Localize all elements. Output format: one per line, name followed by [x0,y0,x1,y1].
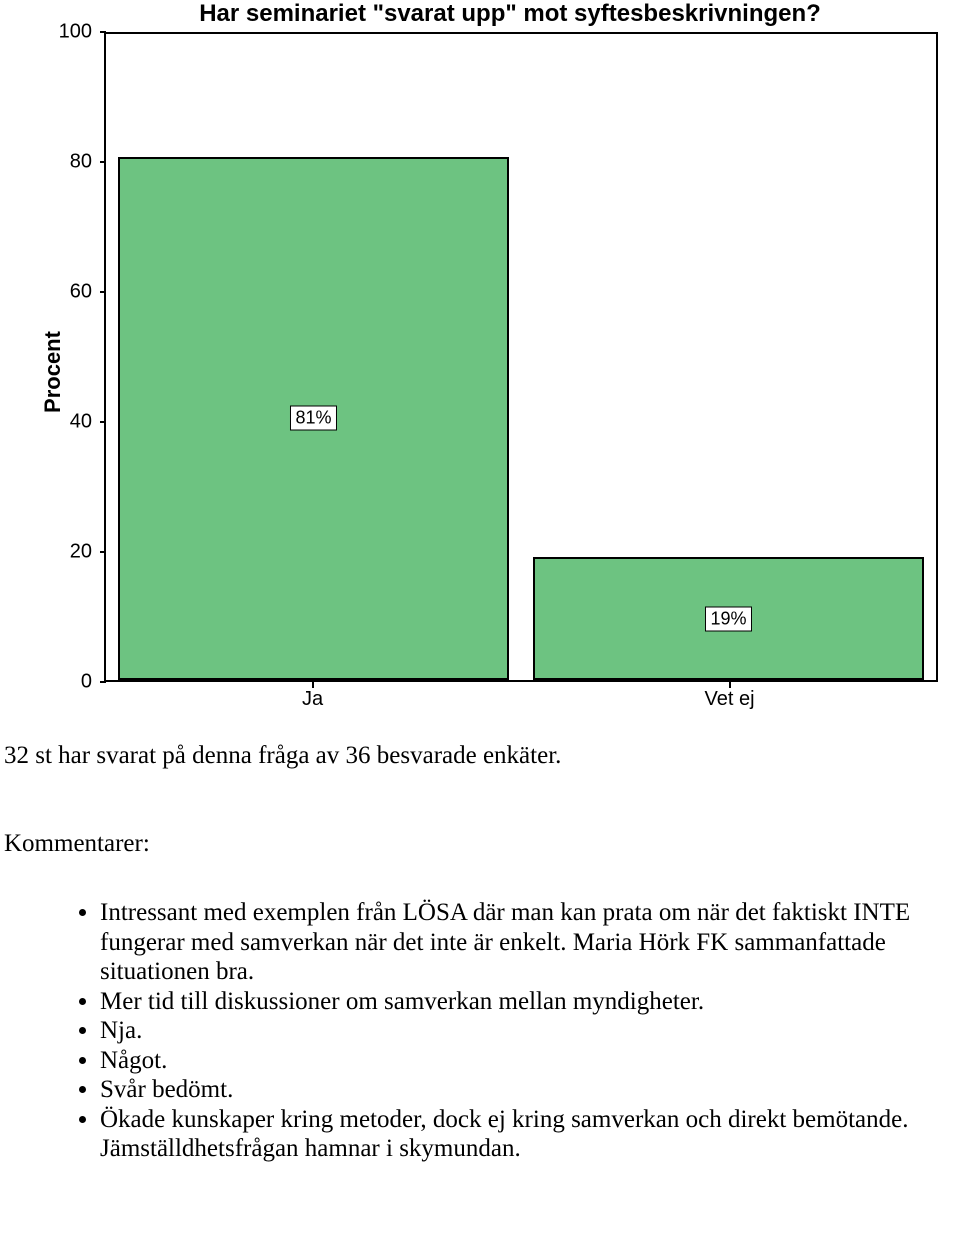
bar: 19% [533,557,923,680]
x-tick-label: Ja [302,688,323,711]
bar-chart: Har seminariet "svarat upp" mot syftesbe… [0,0,940,712]
comment-item: Intressant med exemplen från LÖSA där ma… [100,898,960,987]
chart-title: Har seminariet "svarat upp" mot syftesbe… [0,0,940,28]
plot-area: 81% 19% [104,32,938,682]
comment-item: Ökade kunskaper kring metoder, dock ej k… [100,1105,960,1164]
bar-value-label: 81% [290,406,336,431]
chart-area: Procent 020406080100 81%19% JaVet ej [30,32,940,712]
y-tick-label: 80 [70,151,92,174]
bar-value-label: 19% [705,606,751,631]
comments-heading: Kommentarer: [4,830,960,858]
y-ticks: 020406080100 [52,32,100,712]
response-caption: 32 st har svarat på denna fråga av 36 be… [4,742,960,770]
y-tick-label: 20 [70,541,92,564]
bar: 81% [118,157,508,680]
comment-item: Mer tid till diskussioner om samverkan m… [100,987,960,1017]
x-tick-label: Vet ej [704,688,754,711]
y-tick-label: 0 [81,671,92,694]
page-root: Har seminariet "svarat upp" mot syftesbe… [0,0,960,1164]
y-tick-label: 40 [70,411,92,434]
y-tick-label: 100 [59,21,92,44]
comment-item: Något. [100,1046,960,1076]
x-tick-mark [729,680,731,688]
x-ticks: Ja Vet ej [104,682,938,712]
comment-item: Svår bedömt. [100,1075,960,1105]
y-tick-label: 60 [70,281,92,304]
comment-item: Nja. [100,1016,960,1046]
x-tick-mark [312,680,314,688]
comments-list: Intressant med exemplen från LÖSA där ma… [0,898,960,1164]
